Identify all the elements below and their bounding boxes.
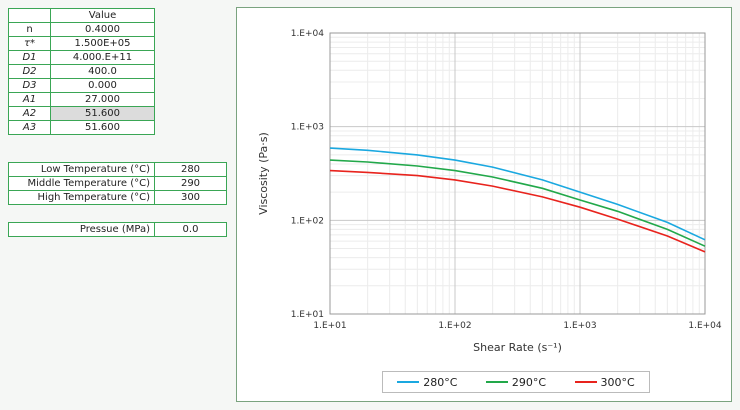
temperature-value[interactable]: 280 xyxy=(154,162,227,177)
param-value[interactable]: 51.600 xyxy=(50,120,155,135)
param-row: A3 51.600 xyxy=(8,120,155,135)
param-header-value: Value xyxy=(50,8,155,23)
param-header-row: Value xyxy=(8,8,155,23)
param-row: n 0.4000 xyxy=(8,22,155,37)
series-line-300c xyxy=(329,169,706,253)
temperature-value[interactable]: 300 xyxy=(154,190,227,205)
y-tick-label: 1.E+03 xyxy=(291,123,324,133)
viscosity-chart: 1.E+01 1.E+02 1.E+03 1.E+04 1.E+01 1.E+02 1.E+… xyxy=(257,29,722,354)
temperature-label: Low Temperature (°C) xyxy=(8,162,155,177)
series-line-290c xyxy=(329,159,706,247)
pressure-value[interactable]: 0.0 xyxy=(154,222,227,237)
param-header-blank xyxy=(8,8,51,23)
param-row: τ* 1.500E+05 xyxy=(8,36,155,51)
param-name: n xyxy=(8,22,51,37)
param-value[interactable]: 27.000 xyxy=(50,92,155,107)
param-name: D3 xyxy=(8,78,51,93)
pressure-label: Pressue (MPa) xyxy=(8,222,155,237)
legend-item: 290°C xyxy=(485,375,547,389)
plot-border xyxy=(329,32,706,315)
param-row: D3 0.000 xyxy=(8,78,155,93)
parameter-table: Value n 0.4000 τ* 1.500E+05 D1 4.000.E+11 D2 400… xyxy=(8,8,155,135)
temperature-row: Middle Temperature (°C) 290 xyxy=(8,176,227,191)
x-tick-label: 1.E+02 xyxy=(438,321,471,331)
legend-swatch xyxy=(485,381,508,383)
x-tick-label: 1.E+01 xyxy=(313,321,346,331)
series-line-280c xyxy=(329,147,706,241)
pressure-table: Pressue (MPa) 0.0 xyxy=(8,222,227,237)
x-axis-label: Shear Rate (s⁻¹) xyxy=(473,341,562,354)
chart-legend: 280°C 290°C 300°C xyxy=(382,371,650,393)
legend-label: 280°C xyxy=(423,375,458,389)
y-tick-label: 1.E+04 xyxy=(291,29,325,39)
temperature-row: High Temperature (°C) 300 xyxy=(8,190,227,205)
param-value[interactable]: 0.000 xyxy=(50,78,155,93)
temperature-label: High Temperature (°C) xyxy=(8,190,155,205)
param-name: A2 xyxy=(8,106,51,121)
y-tick-label: 1.E+01 xyxy=(291,310,324,320)
param-value[interactable]: 1.500E+05 xyxy=(50,36,155,51)
param-name: τ* xyxy=(8,36,51,51)
param-name: A3 xyxy=(8,120,51,135)
temperature-label: Middle Temperature (°C) xyxy=(8,176,155,191)
x-tick-label: 1.E+04 xyxy=(688,321,722,331)
param-row: D2 400.0 xyxy=(8,64,155,79)
param-value[interactable]: 51.600 xyxy=(50,106,155,121)
temperature-table: Low Temperature (°C) 280 Middle Temperatur… xyxy=(8,162,227,205)
param-row: A2 51.600 xyxy=(8,106,155,121)
param-name: D1 xyxy=(8,50,51,65)
legend-item: 300°C xyxy=(574,375,635,389)
param-value[interactable]: 0.4000 xyxy=(50,22,155,37)
temperature-row: Low Temperature (°C) 280 xyxy=(8,162,227,177)
param-name: A1 xyxy=(8,92,51,107)
legend-swatch xyxy=(397,381,420,383)
param-value[interactable]: 400.0 xyxy=(50,64,155,79)
legend-swatch xyxy=(574,381,597,383)
legend-label: 290°C xyxy=(511,375,547,389)
param-value[interactable]: 4.000.E+11 xyxy=(50,50,155,65)
param-name: D2 xyxy=(8,64,51,79)
y-axis-label: Viscosity (Pa·s) xyxy=(257,132,270,215)
temperature-value[interactable]: 290 xyxy=(154,176,227,191)
chart-panel: 1.E+01 1.E+02 1.E+03 1.E+04 1.E+01 1.E+02 1.E+… xyxy=(236,7,732,402)
param-row: D1 4.000.E+11 xyxy=(8,50,155,65)
y-tick-label: 1.E+02 xyxy=(291,216,324,226)
x-tick-label: 1.E+03 xyxy=(563,321,596,331)
param-row: A1 27.000 xyxy=(8,92,155,107)
pressure-row: Pressue (MPa) 0.0 xyxy=(8,222,227,237)
legend-item: 280°C xyxy=(397,376,457,389)
legend-label: 300°C xyxy=(600,375,635,389)
